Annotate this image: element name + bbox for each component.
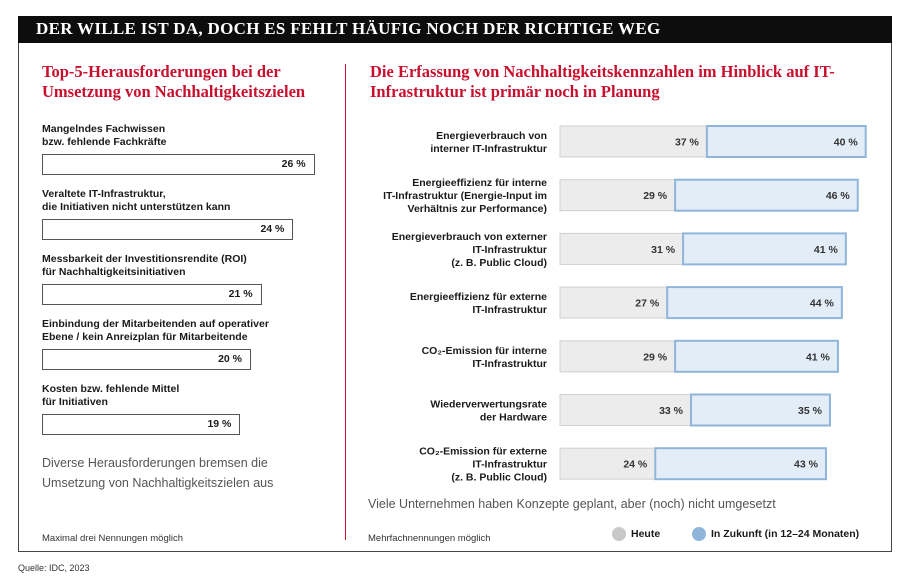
left-bar-value: 19 %	[207, 418, 232, 430]
left-category-label: Mangelndes Fachwissen bzw. fehlende Fachk…	[42, 123, 342, 149]
right-chart-title: Die Erfassung von Nachhaltigkeitskennzah…	[370, 62, 835, 101]
left-bar: 20 %	[42, 349, 251, 370]
left-category-label-line: Einbindung der Mitarbeitenden auf operat…	[42, 318, 269, 330]
left-category-label-line: Veraltete IT-Infrastruktur,	[42, 188, 166, 200]
right-footnote: Mehrfachnennungen möglich	[368, 533, 491, 544]
left-category-label-line: die Initiativen nicht unterstützen kann	[42, 201, 231, 213]
panel-divider	[345, 64, 346, 540]
header-banner: DER WILLE IST DA, DOCH ES FEHLT HÄUFIG N…	[18, 16, 892, 43]
left-category-label: Einbindung der Mitarbeitenden auf operat…	[42, 318, 342, 344]
left-bar: 21 %	[42, 284, 262, 305]
left-bar: 26 %	[42, 154, 315, 175]
left-category-label: Messbarkeit der Investitionsrendite (ROI…	[42, 253, 342, 279]
legend-heute-label: Heute	[631, 528, 661, 540]
left-bar: 24 %	[42, 219, 294, 240]
left-bar-value: 24 %	[260, 223, 285, 235]
left-bar-value: 21 %	[228, 288, 253, 300]
banner-title: DER WILLE IST DA, DOCH ES FEHLT HÄUFIG N…	[36, 19, 661, 38]
left-bar-value: 20 %	[218, 353, 242, 365]
left-category-label-line: für Initiativen	[42, 396, 108, 408]
legend-zukunft-swatch	[692, 527, 706, 541]
left-note: Diverse Herausforderungen bremsen die Um…	[42, 456, 274, 490]
left-category-label-line: Ebene / kein Anreizplan für Mitarbeitend…	[42, 331, 248, 343]
left-category-label-line: Kosten bzw. fehlende Mittel	[42, 383, 180, 395]
left-category-label-line: Messbarkeit der Investitionsrendite (ROI…	[42, 253, 247, 265]
left-category-label-line: für Nachhaltigkeitsinitiativen	[42, 266, 186, 278]
left-category-label-line: Mangelndes Fachwissen	[42, 123, 166, 135]
left-category-label-line: bzw. fehlende Fachkräfte	[42, 136, 167, 148]
left-category-label: Veraltete IT-Infrastruktur, die Initiativ…	[42, 188, 342, 214]
left-category-label: Kosten bzw. fehlende Mittel für Initiativ…	[42, 383, 342, 409]
right-note: Viele Unternehmen haben Konzepte geplant…	[368, 497, 776, 511]
legend-zukunft-label: In Zukunft (in 12–24 Monaten)	[711, 528, 860, 540]
content-frame	[18, 43, 892, 552]
left-bar-value: 26 %	[281, 158, 306, 170]
left-chart-title: Top-5-Herausforderungen bei der Umsetzun…	[42, 62, 306, 101]
left-footnote: Maximal drei Nennungen möglich	[42, 533, 183, 544]
legend-heute-swatch	[612, 527, 626, 541]
source-note: Quelle: IDC, 2023	[18, 563, 90, 573]
left-bar: 19 %	[42, 414, 241, 435]
